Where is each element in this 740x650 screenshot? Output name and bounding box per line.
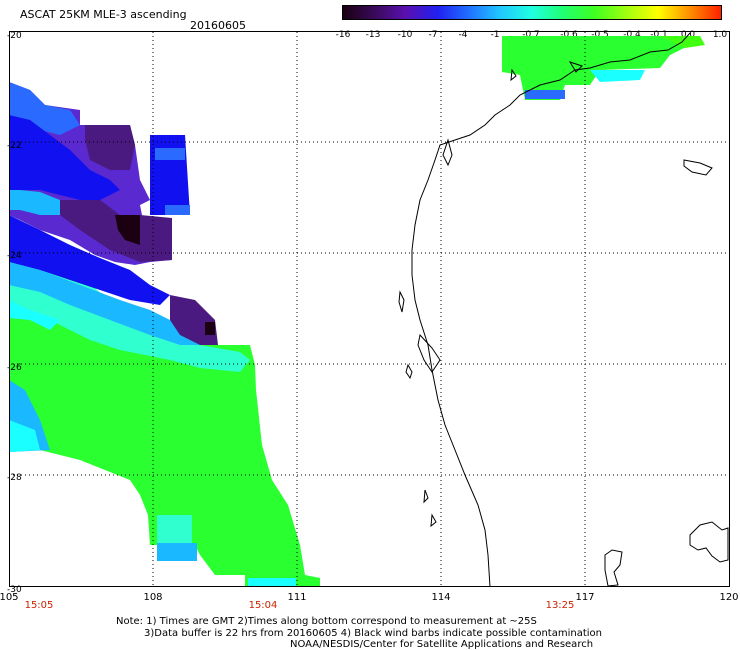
latitude-label: -26	[7, 363, 22, 373]
swath-cyan-region	[9, 420, 40, 452]
latitude-label: -30	[7, 585, 22, 595]
swath-cyan-region	[9, 300, 60, 330]
swath-midblue-region	[165, 205, 190, 215]
island	[398, 290, 405, 313]
longitude-label: 108	[143, 592, 163, 603]
swath-purple-region	[85, 125, 135, 170]
island	[423, 489, 429, 504]
swath-black-region	[115, 215, 140, 245]
colorbar-tick-label: -13	[365, 30, 381, 40]
swath-green-region	[502, 36, 690, 100]
swath-blue-region	[9, 215, 170, 305]
swath-time-label: 15:04	[248, 600, 278, 611]
latitude-label: -28	[7, 473, 22, 483]
colorbar-tick-label: -0.6	[560, 30, 578, 40]
swath-aqua-cell	[157, 515, 192, 543]
swath-midblue-region	[155, 148, 185, 160]
swath-cyan-region	[590, 70, 645, 82]
latitude-label: -22	[7, 141, 22, 151]
credit-line: NOAA/NESDIS/Center for Satellite Applica…	[290, 639, 594, 650]
colorbar-tick-label: -0.5	[591, 30, 609, 40]
island	[510, 68, 517, 82]
map-frame	[9, 31, 730, 587]
colorbar-tick-label: -10	[397, 30, 413, 40]
product-title: ASCAT 25KM MLE-3 ascending	[20, 8, 187, 21]
swath-time-label: 15:05	[24, 600, 54, 611]
colorbar-tick-label: -7	[428, 30, 438, 40]
latitude-label: -24	[7, 251, 22, 261]
swath-time-label: 13:25	[545, 600, 575, 611]
swath-blue-region	[9, 115, 120, 200]
swath-sky-cell	[157, 543, 197, 561]
island	[683, 159, 713, 176]
longitude-label: 117	[575, 592, 595, 603]
coastline	[411, 32, 691, 588]
swath-midblue-region	[9, 82, 80, 135]
colorbar-tick-label: -0.4	[623, 30, 641, 40]
longitude-label: 111	[287, 592, 307, 603]
longitude-label: 105	[0, 592, 19, 603]
coastline-cape	[442, 138, 453, 167]
swath-midblue-region	[525, 90, 565, 99]
swath-cyan-cell	[248, 578, 296, 587]
coastline-bay	[417, 333, 441, 373]
swath-sky-region	[9, 262, 200, 345]
island	[430, 513, 437, 528]
colorbar-tick-label: -1	[490, 30, 500, 40]
colorbar-tick-label: -0.7	[522, 30, 540, 40]
longitude-label: 114	[431, 592, 451, 603]
longitude-label: 120	[719, 592, 739, 603]
colorbar-tick-label: -16	[335, 30, 351, 40]
product-date: 20160605	[190, 19, 246, 32]
latitude-label: -20	[7, 31, 22, 41]
colorbar	[342, 5, 722, 20]
coastline-southeast	[689, 521, 729, 563]
swath-purple-region	[60, 200, 172, 262]
note-line-2: 3)Data buffer is 22 hrs from 20160605 4)…	[144, 628, 602, 639]
island	[405, 363, 413, 380]
colorbar-tick-label: 1.0	[712, 30, 728, 40]
swath-black-region	[205, 322, 215, 335]
coastline-southeast	[604, 549, 623, 587]
note-line-1: Note: 1) Times are GMT 2)Times along bot…	[116, 616, 537, 627]
colorbar-tick-label: -4	[458, 30, 468, 40]
island	[568, 61, 583, 73]
colorbar-tick-label: -0.1	[650, 30, 668, 40]
swath-sky-region	[9, 190, 60, 215]
